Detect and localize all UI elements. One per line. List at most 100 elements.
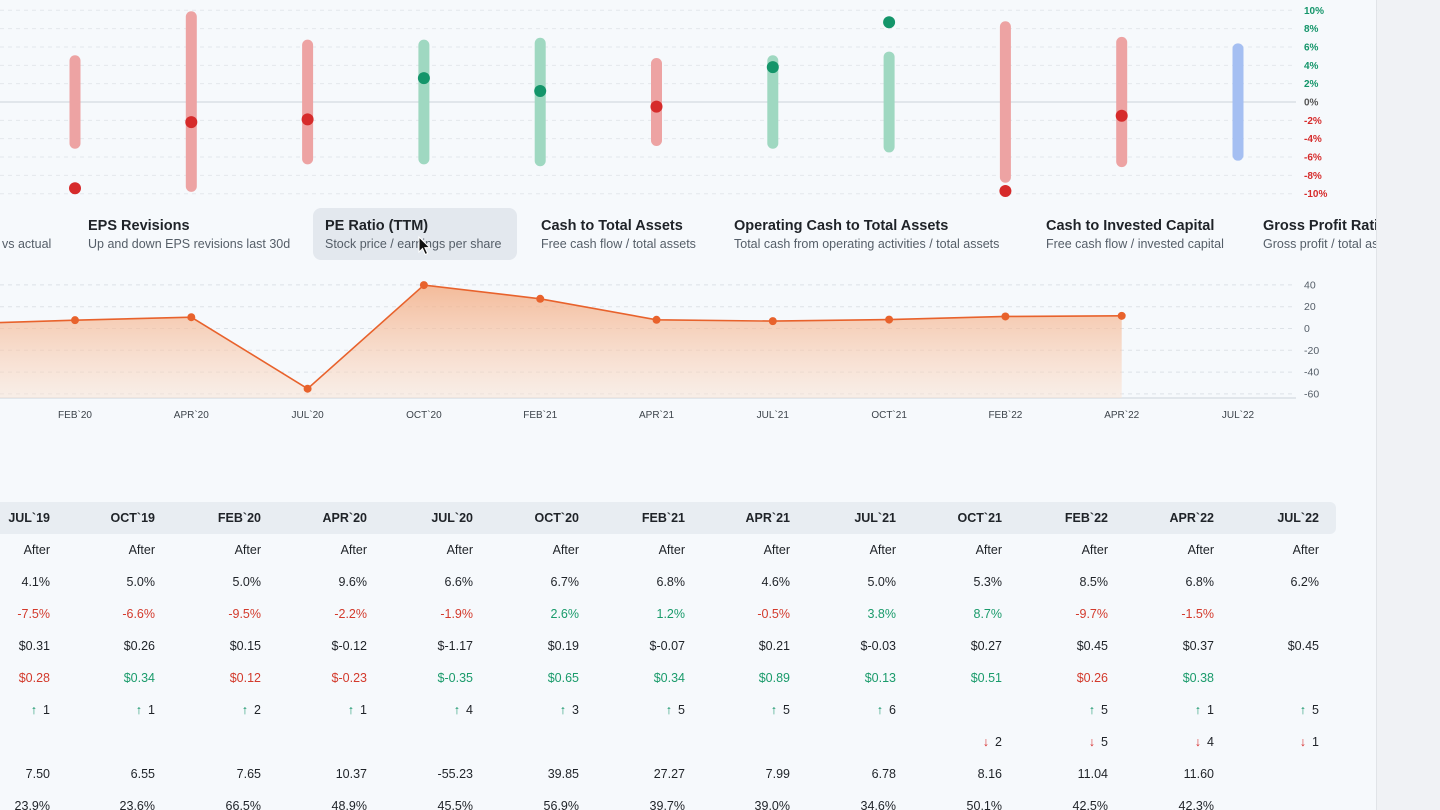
table-cell: $0.51 — [971, 671, 1002, 685]
metric-tab[interactable]: Operating Cash to Total Assets Total cash… — [722, 208, 1011, 260]
pe-point[interactable] — [303, 384, 312, 393]
metric-title: Cash to Invested Capital — [1046, 218, 1215, 234]
table-cell: 8.5% — [1080, 575, 1109, 589]
metric-subtitle: Free cash flow / invested capital — [1046, 237, 1224, 251]
pe-x-tick-label: APR`20 — [174, 409, 209, 421]
column-header[interactable]: JUL`19 — [8, 511, 50, 525]
metric-tab[interactable]: Cash to Total Assets Free cash flow / tot… — [529, 208, 708, 260]
cell-value: 5 — [678, 703, 685, 717]
column-header[interactable]: OCT`19 — [110, 511, 155, 525]
table-cell: 7.65 — [237, 767, 261, 781]
pe-point[interactable] — [187, 313, 196, 322]
cell-value: $0.13 — [864, 671, 896, 685]
pe-point[interactable] — [71, 316, 79, 325]
cell-value: 6.6% — [444, 575, 474, 589]
cell-value: After — [128, 543, 155, 557]
table-cell: 48.9% — [332, 799, 367, 810]
table-cell: 34.6% — [861, 799, 896, 810]
cell-value: 1 — [1207, 703, 1214, 717]
table-cell: ↑ 1 — [1195, 703, 1214, 717]
actual-value-dot — [999, 184, 1012, 197]
range-y-tick-label: -4% — [1304, 134, 1322, 145]
pe-point[interactable] — [536, 294, 545, 303]
column-header[interactable]: APR`22 — [1169, 511, 1214, 525]
table-cell: 9.6% — [339, 575, 368, 589]
metric-tab[interactable]: Cash to Invested Capital Free cash flow /… — [1034, 208, 1236, 260]
metric-tab[interactable]: PE Ratio (TTM) Stock price / earnings per… — [313, 208, 517, 260]
table-cell: ↑ 5 — [666, 703, 685, 717]
metric-title: EPS Revisions — [88, 218, 190, 234]
metric-title: PE Ratio (TTM) — [325, 218, 429, 234]
column-header[interactable]: JUL`22 — [1277, 511, 1319, 525]
pe-point[interactable] — [768, 317, 777, 326]
cell-value: 5 — [1101, 735, 1108, 749]
cell-value: $0.26 — [123, 639, 155, 653]
pe-point[interactable] — [1001, 312, 1010, 321]
cell-value: 8.5% — [1079, 575, 1109, 589]
table-cell: $0.34 — [124, 671, 155, 685]
pe-x-tick-label: OCT`20 — [406, 409, 442, 421]
actual-value-dot — [1115, 109, 1128, 122]
table-cell: 66.5% — [226, 799, 261, 810]
column-header[interactable]: OCT`20 — [534, 511, 579, 525]
column-header[interactable]: FEB`20 — [217, 511, 261, 525]
metric-tab[interactable]: vs actual — [0, 208, 63, 260]
table-cell: 45.5% — [438, 799, 473, 810]
table-cell: 6.8% — [657, 575, 686, 589]
table-cell: -2.2% — [334, 607, 367, 621]
metric-tab[interactable]: Gross Profit Ratio Gross profit / total a… — [1251, 208, 1376, 260]
cell-value: 48.9% — [331, 799, 367, 810]
cell-value: -9.7% — [1075, 607, 1108, 621]
column-header[interactable]: APR`20 — [322, 511, 367, 525]
cell-value: $0.45 — [1076, 639, 1108, 653]
table-cell: $-0.35 — [438, 671, 473, 685]
pe-x-tick-label: APR`21 — [639, 409, 674, 421]
pe-point[interactable] — [1117, 311, 1126, 320]
pe-point[interactable] — [419, 281, 428, 290]
cell-value: 2 — [254, 703, 261, 717]
actual-value-dot — [69, 182, 81, 195]
column-header[interactable]: OCT`21 — [957, 511, 1002, 525]
table-cell: $0.28 — [19, 671, 50, 685]
table-cell: 3.8% — [868, 607, 897, 621]
pe-point[interactable] — [885, 315, 894, 324]
column-header[interactable]: FEB`22 — [1064, 511, 1108, 525]
pe-point[interactable] — [652, 315, 661, 324]
range-y-tick-label: -10% — [1304, 189, 1327, 200]
table-cell: $0.27 — [971, 639, 1002, 653]
table-cell: ↓ 5 — [1089, 735, 1108, 749]
metric-title — [2, 218, 51, 234]
metric-subtitle: vs actual — [2, 237, 52, 251]
table-cell: $0.21 — [759, 639, 790, 653]
cell-value: 1.2% — [656, 607, 686, 621]
cell-value: $0.89 — [758, 671, 790, 685]
column-header[interactable]: JUL`20 — [431, 511, 473, 525]
column-header[interactable]: FEB`21 — [641, 511, 685, 525]
cell-value: 42.5% — [1072, 799, 1108, 810]
cell-value: $0.31 — [18, 639, 50, 653]
cell-value: $-0.03 — [860, 639, 896, 653]
cell-value: 23.9% — [14, 799, 50, 810]
table-cell: 5.0% — [233, 575, 262, 589]
cell-value: 5 — [1101, 703, 1108, 717]
cell-value: 50.1% — [966, 799, 1002, 810]
cell-value: 1 — [43, 703, 50, 717]
range-y-tick-label: -8% — [1304, 171, 1322, 182]
actual-value-dot — [766, 61, 779, 74]
cell-value: $0.37 — [1182, 639, 1214, 653]
pe-y-tick-label: -60 — [1304, 388, 1319, 400]
cell-value: 2 — [995, 735, 1002, 749]
arrow-up-icon: ↑ — [30, 703, 38, 717]
table-cell: 8.16 — [978, 767, 1002, 781]
cell-value: $0.12 — [229, 671, 261, 685]
metric-tab[interactable]: EPS Revisions Up and down EPS revisions l… — [76, 208, 302, 260]
arrow-up-icon: ↑ — [241, 703, 249, 717]
column-header[interactable]: JUL`21 — [854, 511, 896, 525]
cell-value: After — [446, 543, 473, 557]
cell-value: After — [552, 543, 579, 557]
cell-value: After — [1081, 543, 1108, 557]
arrow-up-icon: ↑ — [135, 703, 143, 717]
pe-x-tick-label: APR`22 — [1104, 409, 1139, 421]
column-header[interactable]: APR`21 — [745, 511, 790, 525]
cell-value: 42.3% — [1178, 799, 1214, 810]
